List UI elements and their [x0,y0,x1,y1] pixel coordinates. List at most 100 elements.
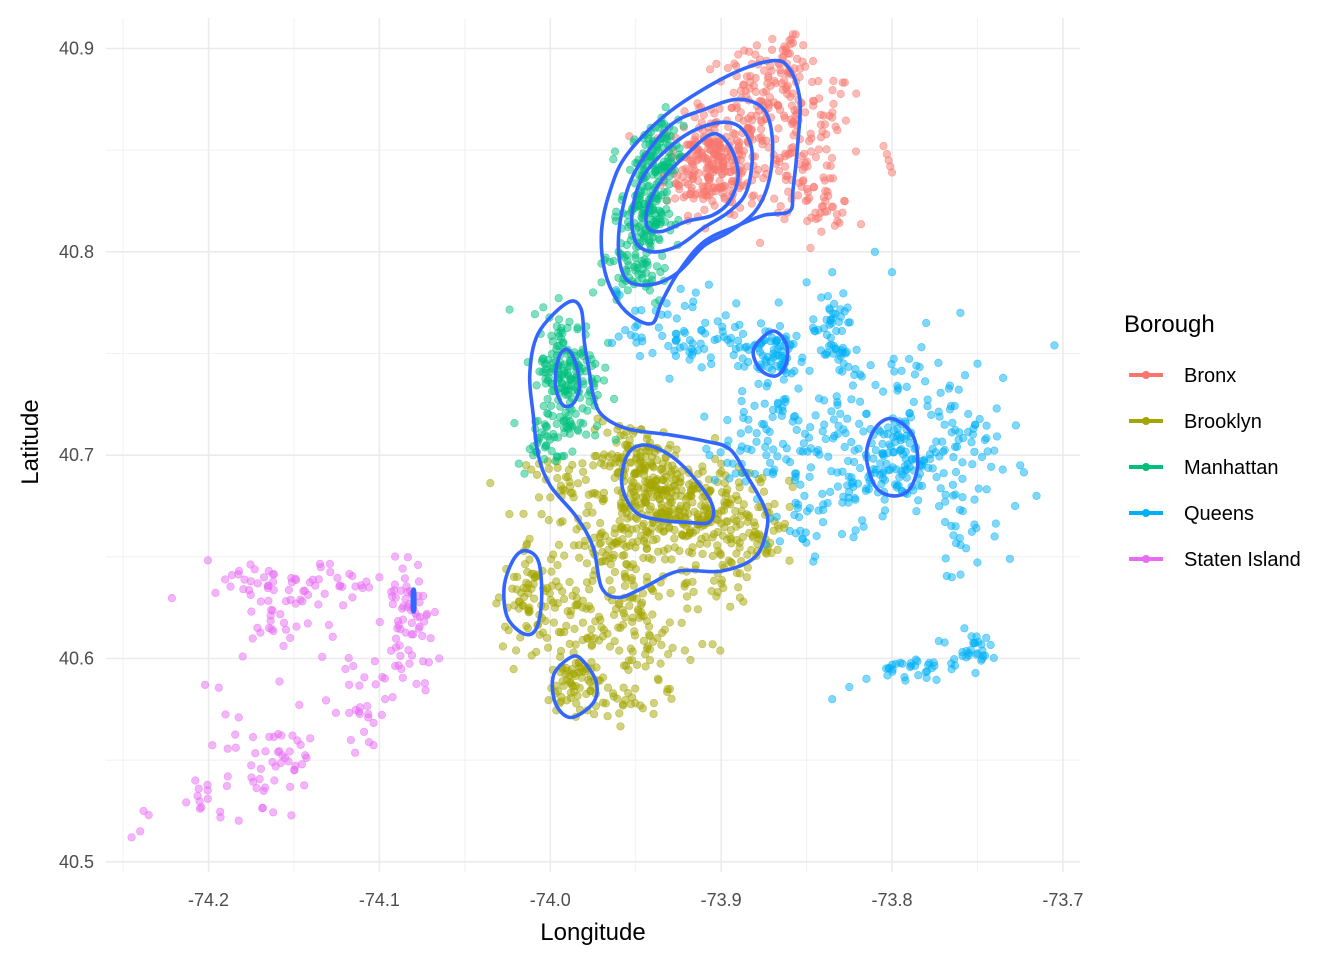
data-point [234,570,243,579]
data-point [557,378,567,388]
data-point [591,617,600,626]
data-point [697,326,706,335]
data-point [839,492,848,501]
data-point [769,98,779,107]
data-point [239,585,248,594]
data-point [391,634,401,643]
data-point [269,577,278,586]
data-point [789,339,798,349]
data-point [800,491,809,500]
data-point [653,547,663,556]
data-point [246,590,255,600]
data-point [750,469,760,479]
data-point [624,261,633,270]
data-point [699,194,708,204]
y-tick-label: 40.9 [59,39,94,59]
data-point [779,395,788,404]
data-point [941,490,950,499]
data-point [754,379,763,389]
data-point [901,676,910,685]
data-point [792,331,801,341]
data-point [947,664,956,674]
data-point [838,367,847,376]
data-point [787,369,796,378]
data-point [642,497,651,507]
data-point [546,493,555,502]
data-point [203,786,212,795]
data-point [634,607,643,616]
data-point [351,705,360,715]
data-point [818,518,828,527]
data-point [524,608,533,617]
data-point [391,552,400,561]
data-point [980,435,990,445]
data-point [539,402,548,411]
data-point [826,161,835,171]
data-point [322,696,331,705]
data-point [878,439,887,449]
data-point [607,586,616,595]
data-point [614,623,623,632]
data-point [635,352,645,361]
data-point [628,538,637,547]
data-point [586,632,596,641]
data-point [956,308,965,317]
data-point [620,572,630,581]
data-point [509,572,519,582]
data-point [701,318,710,327]
data-point [285,747,294,756]
data-point [812,531,821,541]
data-point [578,404,587,413]
data-point [563,424,573,433]
data-point [344,653,353,663]
data-point [360,727,369,736]
data-point [967,527,977,536]
data-point [871,380,880,390]
data-point [127,833,136,842]
data-point [717,488,727,497]
data-point [418,631,427,641]
data-point [920,377,930,386]
series-staten-island [127,552,444,842]
data-point [922,673,931,683]
data-point [571,671,580,681]
data-point [578,618,588,627]
data-point [403,553,413,562]
data-point [810,552,820,561]
data-point [584,585,594,594]
data-point [710,475,719,485]
data-point [927,410,936,420]
data-point [674,180,683,189]
data-point [723,63,733,73]
data-point [560,368,569,378]
data-point [653,674,663,683]
data-point [820,420,829,429]
data-point [856,220,866,229]
data-point [780,215,789,224]
data-point [938,437,947,446]
data-point [223,744,232,753]
data-point [683,604,692,613]
data-point [892,432,901,441]
data-point [226,582,235,591]
data-point [620,581,630,590]
data-point [268,757,277,767]
data-point [544,464,554,473]
data-point [829,99,838,108]
data-point [818,427,827,436]
data-point [828,695,837,704]
data-point [514,459,523,468]
data-point [396,651,405,660]
data-point [950,442,960,452]
data-point [808,77,817,87]
data-point [773,452,782,461]
data-point [718,169,727,178]
data-point [839,289,848,298]
data-point [564,465,574,475]
data-point [654,234,663,243]
legend-entry: Queens [1129,503,1254,525]
data-point [214,683,223,692]
data-point [998,465,1007,474]
data-point [613,694,622,703]
legend: Borough Bronx Brooklyn Manhattan Queens Stat… [1124,311,1301,571]
